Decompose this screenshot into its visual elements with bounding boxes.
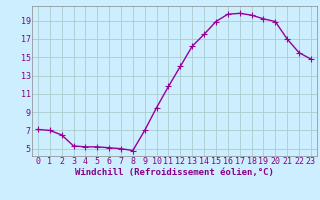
- X-axis label: Windchill (Refroidissement éolien,°C): Windchill (Refroidissement éolien,°C): [75, 168, 274, 177]
